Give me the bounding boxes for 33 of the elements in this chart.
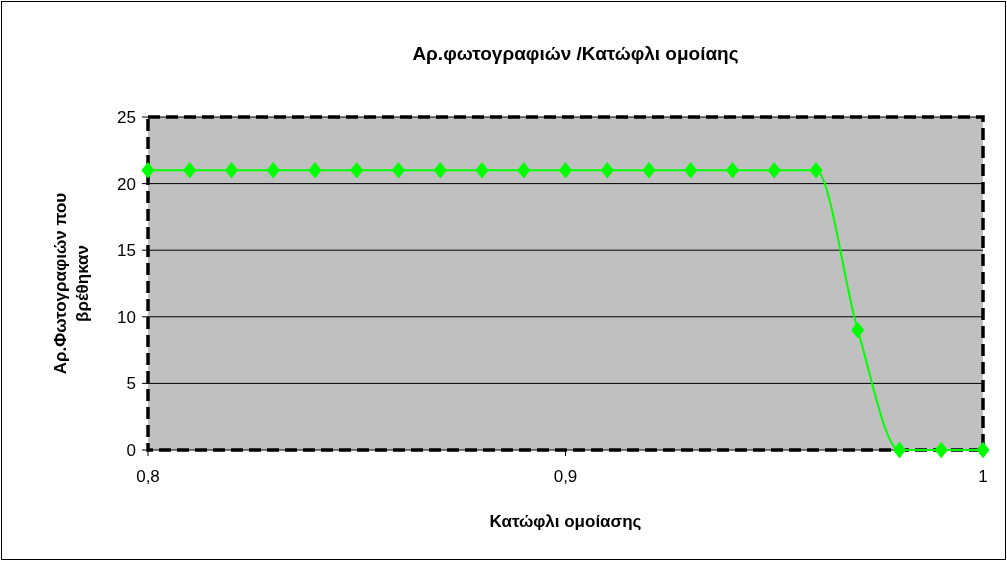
y-axis-title: Αρ.Φωτογραφιών που βρέθηκαν	[51, 192, 93, 375]
point	[600, 162, 614, 179]
point	[558, 162, 573, 179]
point	[266, 162, 280, 179]
y-tick-label: 10	[117, 307, 136, 327]
y-tick-label: 15	[117, 241, 136, 261]
point	[224, 162, 239, 179]
point	[642, 162, 656, 179]
y-tick-label: 0	[126, 440, 136, 460]
point	[391, 162, 406, 179]
point	[517, 162, 531, 179]
x-axis-title: Κατώφλι ομοίασης	[489, 512, 642, 531]
point	[767, 162, 781, 179]
point	[433, 162, 447, 179]
point	[892, 441, 907, 459]
point	[308, 162, 322, 179]
point	[725, 162, 740, 179]
chart-title: Αρ.φωτογραφιών /Κατώφλι ομοίαης	[412, 43, 739, 64]
x-tick-label: 0,8	[136, 467, 160, 486]
y-tick-label: 20	[117, 174, 136, 194]
point	[851, 321, 865, 339]
point	[976, 441, 990, 459]
y-tick-label: 25	[117, 107, 136, 127]
point	[350, 162, 364, 179]
point	[183, 162, 197, 179]
point	[141, 162, 155, 179]
point	[809, 162, 823, 179]
point	[684, 162, 698, 179]
point	[475, 162, 489, 179]
point	[934, 441, 948, 459]
y-tick-label: 5	[126, 374, 136, 394]
x-tick-label: 0,9	[553, 467, 578, 486]
x-tick-label: 1	[978, 467, 988, 486]
